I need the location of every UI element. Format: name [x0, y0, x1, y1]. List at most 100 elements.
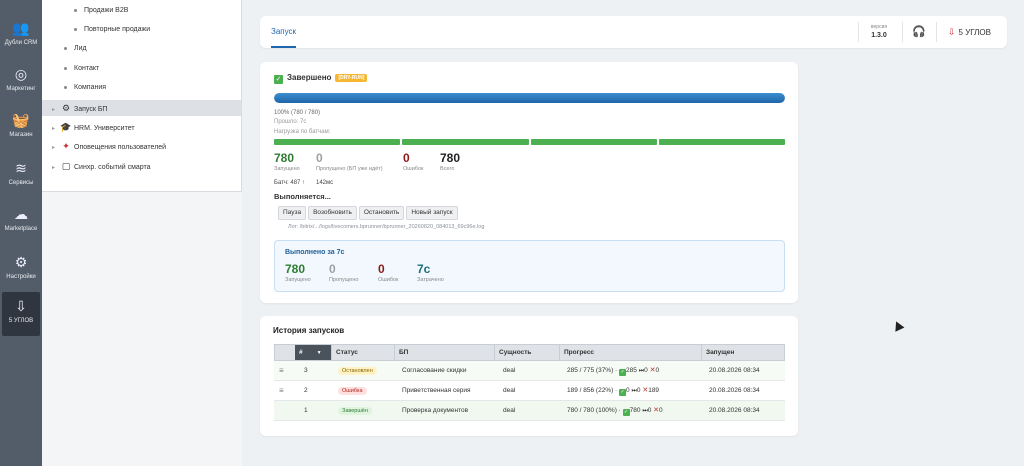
basket-icon: 🧺 — [12, 112, 30, 128]
divider — [902, 22, 903, 42]
error-x-icon: ✕ — [642, 387, 649, 394]
rail-label: Сервисы — [8, 180, 34, 186]
control-buttons: Пауза Возобновить Остановить Новый запус… — [278, 206, 458, 220]
tree-item-company[interactable]: Компания — [64, 80, 106, 96]
stat-launched: 780 Запущено — [274, 151, 300, 172]
done-stat-skipped: 0 Пропущено — [329, 262, 359, 283]
batch-segment — [274, 139, 401, 145]
bullet-icon — [64, 85, 67, 89]
skip-icon: ⏭ — [642, 408, 648, 414]
layers-icon: ≋ — [15, 160, 27, 176]
resume-button[interactable]: Возобновить — [308, 206, 357, 220]
sort-desc-icon: ▼ — [316, 350, 322, 356]
progress-fill — [274, 93, 785, 103]
check-icon: ✓ — [619, 389, 627, 396]
error-x-icon: ✕ — [653, 407, 660, 414]
expand-arrow-icon[interactable]: ▸ — [52, 126, 56, 132]
rail-label: 5 УГЛОВ — [8, 318, 34, 324]
column-number[interactable]: # ▼ — [295, 345, 331, 360]
rail-item-marketing[interactable]: ◎ Маркетинг — [0, 60, 42, 104]
rail-item-brand[interactable]: ⇩ 5 УГЛОВ — [2, 292, 40, 336]
status-badge: Завершён — [338, 407, 372, 415]
table-row[interactable]: ≡ 2 Ошибка Приветственная серия deal 189… — [274, 381, 785, 401]
version-label: версия — [870, 24, 888, 30]
rail-label: Настройки — [6, 274, 36, 280]
rail-label: Дубли CRM — [4, 40, 38, 46]
progress-cell: 780 / 780 (100%) · ✓780 ⏭0 ✕0 — [567, 407, 663, 416]
column-started[interactable]: Запущен — [701, 345, 785, 360]
tree-item-sales-b2b[interactable]: Продажи B2B — [74, 3, 128, 19]
column-bp[interactable]: БП — [394, 345, 494, 360]
brand-logo-icon: ⇩ — [15, 298, 27, 314]
bullet-icon — [74, 27, 77, 31]
bullet-icon — [64, 66, 67, 70]
running-label: Выполняется... — [274, 192, 331, 201]
rail-item-marketplace[interactable]: ☁ Marketplace — [0, 200, 42, 244]
progress-cell: 189 / 856 (22%) · ✓0 ⏭0 ✕189 — [567, 387, 660, 396]
cloud-download-icon: ☁ — [14, 206, 28, 222]
rail-item-settings[interactable]: ⚙ Настройки — [0, 248, 42, 292]
mouse-cursor-icon — [891, 319, 905, 332]
top-header: Запуск версия 1.3.0 🎧 ⇩ 5 УГЛОВ — [260, 16, 1007, 48]
done-summary: Выполнено за 7с 780 Запущено 0 Пропущено 0… — [274, 240, 785, 292]
batch-segment — [402, 139, 529, 145]
expand-arrow-icon[interactable]: ▸ — [52, 165, 56, 171]
rail-item-crm-duplicates[interactable]: 👥 Дубли CRM — [0, 14, 42, 58]
stat-skipped: 0 Пропущено (БП уже идёт) — [316, 151, 383, 172]
batch-info: Батч: 487 ↑ — [274, 180, 306, 186]
target-icon: ◎ — [14, 66, 28, 82]
tree-item-user-notifications[interactable]: ▸ ✦ Оповещения пользователей — [52, 138, 166, 154]
brand-link[interactable]: ⇩ 5 УГЛОВ — [948, 27, 991, 37]
bullet-icon — [74, 8, 77, 12]
stop-button[interactable]: Остановить — [358, 206, 405, 220]
status-badge: Остановлен — [338, 367, 377, 375]
brand-star-icon: ✦ — [62, 141, 70, 151]
column-entity[interactable]: Сущность — [494, 345, 559, 360]
drag-handle-icon[interactable]: ≡ — [279, 386, 284, 395]
tree-item-repeat-sales[interactable]: Повторные продажи — [74, 22, 150, 38]
table-row[interactable]: 1 Завершён Проверка документов deal 780 … — [274, 401, 785, 421]
tree-item-bp-launch[interactable]: ▸ ⚙ Запуск БП — [42, 100, 241, 116]
divider — [858, 22, 859, 42]
tab-launch[interactable]: Запуск — [271, 16, 297, 48]
done-title: Выполнено за 7с — [285, 249, 345, 256]
history-table: # ▼ Статус БП Сущность Прогресс Запущен ≡… — [274, 344, 785, 421]
tree-item-smart-sync[interactable]: ▸ ▢ Синхр. событий смарта — [52, 158, 151, 174]
batch-load-label: Нагрузка по батчам: — [274, 129, 331, 135]
status-badge: Ошибка — [338, 387, 367, 395]
elapsed-text: Прошло: 7с — [274, 119, 307, 125]
rail-item-shop[interactable]: 🧺 Магазин — [0, 106, 42, 150]
dry-run-badge: [DRY-RUN] — [335, 74, 368, 82]
divider — [936, 22, 937, 42]
expand-arrow-icon[interactable]: ▸ — [52, 145, 56, 151]
column-status[interactable]: Статус — [331, 345, 394, 360]
headset-icon[interactable]: 🎧 — [912, 26, 926, 38]
history-card: История запусков # ▼ Статус БП Сущность П… — [260, 316, 798, 436]
table-row[interactable]: ≡ 3 Остановлен Согласование скидки deal … — [274, 361, 785, 381]
rail-label: Marketplace — [4, 226, 38, 232]
rail-item-services[interactable]: ≋ Сервисы — [0, 154, 42, 198]
error-x-icon: ✕ — [649, 367, 656, 374]
column-progress[interactable]: Прогресс — [559, 345, 701, 360]
tree-item-hrm-university[interactable]: ▸ 🎓 HRM. Университет — [52, 119, 135, 135]
drag-handle-icon[interactable]: ≡ — [279, 366, 284, 375]
skip-icon: ⏭ — [638, 368, 645, 374]
tree-item-lead[interactable]: Лид — [64, 41, 87, 57]
rail-label: Маркетинг — [6, 86, 36, 92]
stat-errors: 0 Ошибок — [403, 151, 424, 172]
expand-arrow-icon[interactable]: ▸ — [52, 107, 56, 113]
gear-icon: ⚙ — [14, 254, 28, 270]
done-stat-elapsed: 7с Затрачено — [417, 262, 444, 283]
new-run-button[interactable]: Новый запуск — [406, 206, 458, 220]
check-icon: ✓ — [619, 369, 627, 376]
pause-button[interactable]: Пауза — [278, 206, 307, 220]
version-value: 1.3.0 — [871, 32, 887, 39]
left-rail: 👥 Дубли CRM ◎ Маркетинг 🧺 Магазин ≋ Серв… — [0, 0, 42, 466]
table-header: # ▼ Статус БП Сущность Прогресс Запущен — [274, 344, 785, 361]
tree-item-contact[interactable]: Контакт — [64, 61, 99, 77]
batch-load-bar — [274, 139, 785, 145]
gear-icon: ⚙ — [61, 103, 71, 113]
version-block: версия 1.3.0 — [864, 24, 894, 39]
skip-icon: ⏭ — [631, 388, 637, 394]
progress-cell: 285 / 775 (37%) · ✓285 ⏭0 ✕0 — [567, 367, 660, 376]
